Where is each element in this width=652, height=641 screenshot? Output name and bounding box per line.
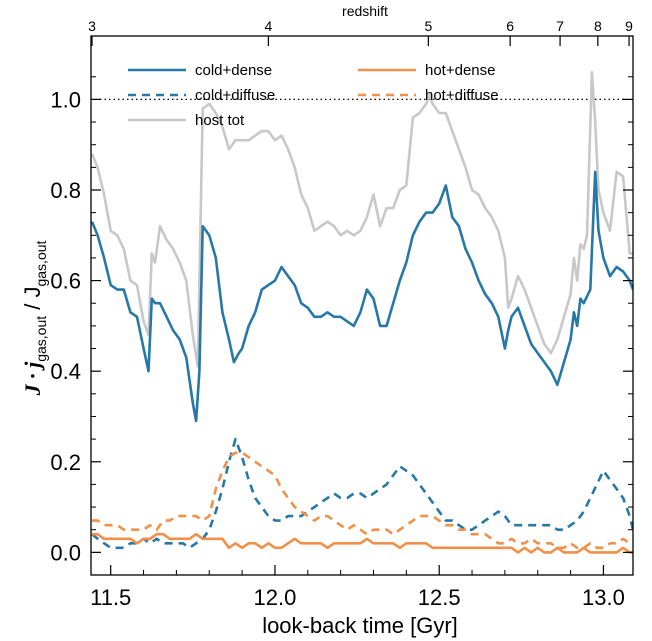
y-tick-label: 0.4 [50, 359, 81, 384]
top-tick-label: 5 [424, 18, 432, 34]
legend-item: hot+diffuse [358, 87, 499, 104]
x-tick-label: 11.5 [90, 585, 131, 610]
series-line-hot-dense [92, 532, 633, 554]
series-line-host-tot [91, 70, 633, 368]
legend-label: hot+dense [425, 62, 495, 79]
y-tick-label: 0.8 [50, 178, 81, 203]
legend-label: hot+diffuse [425, 87, 499, 104]
y-tick-label: 0.6 [50, 269, 81, 294]
series-layer [91, 70, 633, 554]
top-axis-label: redshift [342, 3, 388, 19]
axes-layer: 11.5 12.0 12.5 13.0 0.0 0.2 0.4 0.6 0.8 1.0 3 4 5 6 7 8… [50, 18, 634, 610]
x-tick-label: 13.0 [582, 585, 625, 610]
legend-label: cold+dense [195, 62, 272, 79]
series-line-hot-diffuse [92, 451, 633, 550]
top-tick-label: 3 [88, 18, 96, 34]
legend-item: hot+dense [358, 62, 495, 79]
x-axis-label: look-back time [Gyr] [262, 613, 458, 638]
legend-label: cold+diffuse [195, 87, 275, 104]
top-tick-label: 7 [556, 18, 564, 34]
y-axis-label: J · jgas,out / Jgas,out [20, 240, 49, 396]
y-axis-label-main: J · j [20, 361, 45, 397]
plot-frame [90, 35, 634, 576]
legend: cold+dense hot+dense cold+diffuse hot+diffu… [128, 62, 499, 129]
top-tick-label: 9 [625, 18, 633, 34]
x-tick-label: 12.0 [254, 585, 297, 610]
y-tick-label: 1.0 [50, 87, 81, 112]
legend-label: host tot [195, 112, 245, 129]
legend-item: host tot [128, 112, 245, 129]
y-axis-label-sub: gas,out [33, 316, 49, 362]
y-axis-label-tail: / J [20, 287, 45, 316]
legend-item: cold+dense [128, 62, 272, 79]
series-line-cold-diffuse [91, 437, 633, 550]
y-axis-label-sub2: gas,out [33, 240, 49, 286]
series-line-cold-dense [91, 170, 633, 423]
top-tick-label: 4 [264, 18, 272, 34]
y-tick-label: 0.2 [50, 450, 81, 475]
top-tick-label: 8 [594, 18, 602, 34]
top-tick-label: 6 [506, 18, 514, 34]
x-tick-label: 12.5 [418, 585, 461, 610]
y-tick-label: 0.0 [50, 540, 81, 565]
svg-text:J · jgas,out / Jgas,out: J · jgas,out / Jgas,out [20, 240, 49, 396]
legend-item: cold+diffuse [128, 87, 275, 104]
